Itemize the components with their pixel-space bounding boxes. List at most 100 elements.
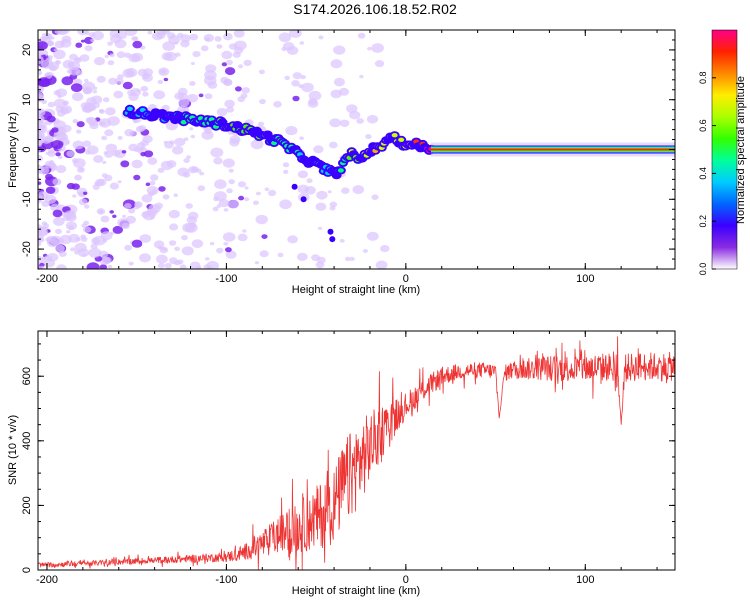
spectrogram-x-label: Height of straight line (km) bbox=[292, 284, 420, 296]
noise-blob bbox=[225, 250, 237, 259]
noise-blob bbox=[357, 32, 366, 39]
noise-blob bbox=[74, 174, 82, 181]
noise-blob bbox=[333, 77, 345, 87]
x-tick-label: -200 bbox=[36, 574, 58, 586]
noise-blob bbox=[233, 46, 244, 54]
noise-blob bbox=[222, 158, 235, 168]
spectrogram-plot-area bbox=[38, 30, 675, 269]
noise-blob bbox=[356, 118, 365, 124]
ridge-core bbox=[391, 133, 398, 138]
noise-blob bbox=[99, 121, 107, 126]
noise-blob bbox=[328, 141, 338, 149]
noise-blob bbox=[315, 202, 327, 211]
noise-blob bbox=[253, 200, 259, 206]
snr-y-label: SNR (10 * v/v) bbox=[7, 415, 19, 485]
noise-blob bbox=[346, 104, 358, 113]
noise-blob bbox=[365, 134, 372, 140]
noise-blob bbox=[366, 114, 379, 124]
noise-blob bbox=[45, 136, 54, 143]
noise-blob bbox=[128, 261, 134, 266]
noise-blob bbox=[107, 41, 113, 46]
x-tick-label: -100 bbox=[215, 273, 237, 285]
x-tick-label: -200 bbox=[36, 273, 58, 285]
noise-blob bbox=[57, 30, 68, 36]
noise-blob bbox=[61, 76, 74, 86]
noise-blob bbox=[213, 196, 220, 202]
noise-blob bbox=[38, 165, 45, 174]
noise-blob bbox=[158, 186, 166, 192]
noise-blob bbox=[172, 145, 184, 155]
noise-blob bbox=[287, 235, 298, 244]
noise-blob bbox=[84, 30, 90, 35]
noise-blob bbox=[190, 134, 196, 139]
noise-blob bbox=[53, 217, 65, 226]
noise-blob bbox=[198, 93, 204, 98]
noise-blob bbox=[66, 230, 71, 234]
noise-blob bbox=[349, 110, 361, 120]
noise-blob bbox=[38, 237, 45, 243]
noise-blob bbox=[86, 97, 97, 106]
noise-blob bbox=[177, 259, 184, 265]
noise-blob bbox=[94, 57, 105, 66]
noise-blob bbox=[213, 157, 223, 165]
stray-blob bbox=[291, 183, 298, 190]
noise-blob bbox=[327, 190, 332, 194]
noise-blob bbox=[81, 223, 87, 228]
noise-blob bbox=[371, 194, 379, 200]
noise-blob bbox=[196, 265, 202, 269]
noise-blob bbox=[216, 247, 224, 254]
noise-blob bbox=[316, 190, 328, 200]
noise-blob bbox=[169, 140, 175, 145]
noise-blob bbox=[38, 181, 42, 185]
noise-blob bbox=[105, 107, 116, 116]
noise-blob bbox=[124, 244, 133, 251]
noise-blob bbox=[53, 48, 59, 52]
noise-blob bbox=[117, 218, 131, 228]
noise-blob bbox=[55, 165, 67, 173]
noise-blob bbox=[72, 119, 79, 124]
noise-blob bbox=[226, 106, 235, 113]
noise-blob bbox=[93, 86, 98, 90]
noise-blob bbox=[299, 41, 305, 45]
noise-blob bbox=[117, 135, 123, 140]
noise-blob bbox=[149, 180, 156, 186]
ridge-core bbox=[398, 137, 405, 142]
noise-blob bbox=[233, 30, 245, 38]
noise-blob bbox=[174, 52, 181, 57]
noise-blob bbox=[195, 168, 202, 173]
noise-blob bbox=[157, 245, 163, 250]
noise-blob bbox=[82, 81, 96, 92]
noise-blob bbox=[168, 209, 180, 219]
noise-blob bbox=[164, 262, 172, 269]
noise-blob bbox=[124, 52, 132, 58]
noise-blob bbox=[112, 214, 117, 218]
colorbar-bar bbox=[711, 29, 738, 270]
noise-blob bbox=[86, 145, 99, 155]
noise-blob bbox=[210, 147, 224, 158]
noise-blob bbox=[109, 53, 115, 58]
noise-blob bbox=[114, 77, 124, 85]
noise-blob bbox=[38, 265, 45, 269]
noise-blob bbox=[82, 140, 92, 147]
noise-blob bbox=[222, 232, 236, 242]
noise-blob bbox=[204, 93, 213, 100]
noise-blob bbox=[56, 110, 66, 117]
noise-blob bbox=[224, 67, 236, 76]
noise-blob bbox=[188, 166, 198, 174]
noise-blob bbox=[237, 181, 247, 188]
noise-blob bbox=[238, 195, 245, 201]
noise-blob bbox=[150, 215, 155, 219]
noise-blob bbox=[297, 184, 310, 194]
stray-blob bbox=[300, 196, 307, 203]
noise-blob bbox=[224, 99, 235, 108]
noise-blob bbox=[162, 194, 170, 200]
noise-blob bbox=[306, 178, 313, 184]
noise-blob bbox=[53, 98, 66, 108]
noise-blob bbox=[284, 75, 291, 81]
noise-blob bbox=[133, 119, 138, 124]
noise-blob bbox=[128, 53, 140, 63]
noise-blob bbox=[108, 77, 118, 85]
noise-blob bbox=[132, 40, 143, 49]
noise-blob bbox=[128, 208, 136, 214]
